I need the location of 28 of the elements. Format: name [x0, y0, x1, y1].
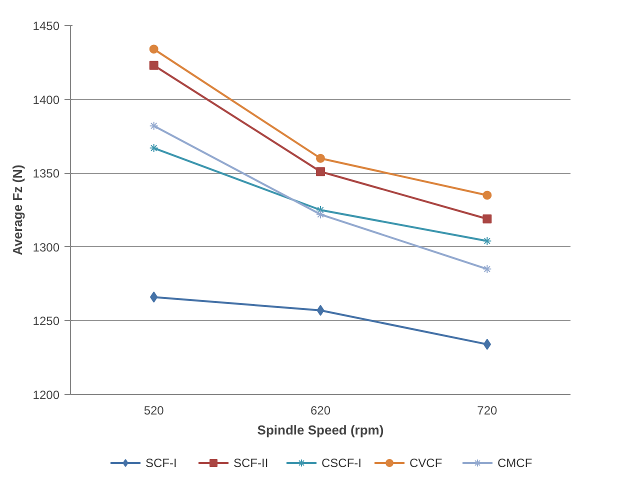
- point: [316, 154, 325, 163]
- legend-label: CSCF-I: [322, 456, 362, 470]
- y-tick-label: 1300: [32, 240, 60, 254]
- point: [149, 44, 158, 54]
- legend-label: SCF-II: [234, 456, 268, 470]
- legend-label: CMCF: [498, 456, 532, 470]
- y-axis-title: Average Fz (N): [10, 164, 25, 256]
- point: [149, 121, 158, 130]
- legend-label: CVCF: [410, 456, 442, 470]
- y-tick-label: 1400: [32, 92, 60, 107]
- point: [482, 190, 492, 200]
- point: [149, 144, 158, 153]
- x-axis-title: Spindle Speed (rpm): [257, 422, 384, 438]
- point: [482, 236, 492, 246]
- y-tick-label: 1450: [32, 19, 60, 33]
- x-tick-label: 520: [144, 404, 164, 418]
- y-tick-label: 1200: [32, 388, 60, 402]
- y-tick-label: 1250: [32, 314, 60, 328]
- point: [149, 60, 158, 70]
- point: [316, 206, 325, 214]
- legend-label: SCF-I: [146, 456, 177, 470]
- point: [316, 167, 325, 176]
- point: [482, 264, 492, 274]
- point: [482, 214, 492, 224]
- y-tick-label: 1350: [32, 166, 60, 181]
- x-tick-label: 720: [477, 404, 498, 418]
- x-tick-label: 620: [310, 404, 331, 418]
- point: [316, 210, 325, 219]
